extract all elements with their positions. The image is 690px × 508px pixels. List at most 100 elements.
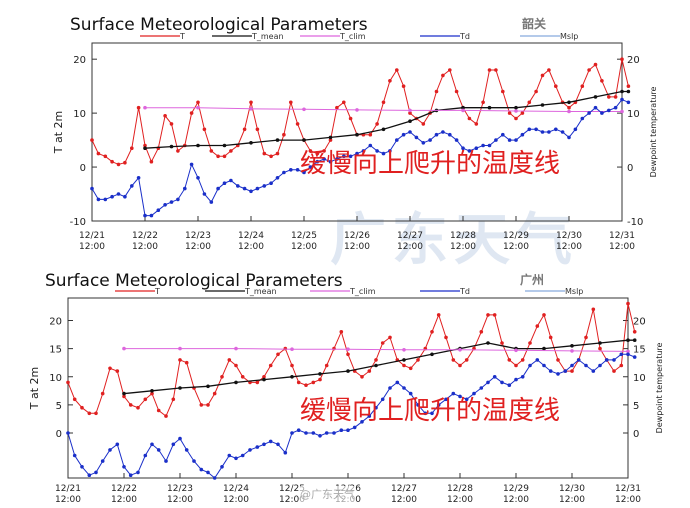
data-point-t (220, 375, 224, 379)
data-point-t (613, 95, 618, 99)
data-point-t (540, 73, 545, 78)
data-point-t (108, 366, 112, 371)
series-line-t-clim (124, 348, 629, 352)
data-point-td (236, 184, 240, 188)
data-point-t (290, 363, 294, 368)
y-tick-label-right: 10 (633, 373, 646, 384)
data-point-td (249, 189, 253, 194)
data-point-td (547, 130, 551, 134)
data-point-t-clim (620, 109, 624, 114)
legend-label-t_clim: T_clim (349, 287, 376, 296)
data-point-t (123, 160, 127, 165)
data-point-t (103, 154, 108, 159)
y-tick-label-right: 5 (633, 401, 639, 412)
x-tick-date: 12/23 (185, 231, 211, 241)
data-point-td (434, 132, 439, 137)
data-point-t-mean (487, 105, 492, 110)
data-point-t (401, 84, 406, 88)
data-point-t (184, 360, 189, 365)
data-point-td (275, 176, 280, 180)
data-point-td (514, 377, 518, 382)
data-point-td (176, 197, 180, 202)
data-point-td (458, 394, 462, 399)
data-point-td (567, 135, 571, 140)
y-tick-label-right: 15 (633, 345, 646, 356)
data-point-td (626, 352, 630, 357)
legend-label-mslp: Mslp (565, 287, 583, 296)
legend-label-t: T (179, 32, 185, 41)
data-point-t-mean (570, 344, 574, 348)
data-point-td (212, 476, 217, 480)
data-point-t (169, 122, 174, 126)
data-point-td (206, 470, 210, 475)
data-point-td (423, 411, 428, 416)
data-point-t-mean (355, 132, 359, 137)
data-point-t-mean (632, 338, 637, 342)
x-tick-date: 12/23 (167, 484, 193, 494)
data-point-td (520, 375, 525, 379)
data-point-td (481, 143, 485, 148)
data-point-t (242, 127, 247, 132)
data-point-td (444, 397, 448, 402)
data-point-t-mean (598, 341, 602, 345)
data-point-t-mean (430, 352, 434, 357)
data-point-td (282, 170, 286, 175)
data-point-td (474, 146, 479, 150)
data-point-td (472, 391, 476, 396)
data-point-t-mean (169, 144, 174, 149)
data-point-t (143, 143, 147, 148)
data-point-t-clim (570, 349, 574, 353)
x-tick-date: 12/28 (447, 484, 473, 494)
plot-frame (67, 297, 629, 479)
data-point-td (268, 439, 273, 444)
legend-label-td: Td (459, 32, 470, 41)
data-point-t (262, 151, 267, 156)
data-point-td (380, 397, 385, 402)
series-line-td (91, 98, 629, 217)
data-point-t (339, 330, 344, 334)
data-point-t (528, 341, 532, 345)
data-point-t-clim (290, 347, 294, 351)
data-point-t (380, 341, 385, 345)
data-point-td (514, 138, 518, 142)
data-point-td (613, 105, 618, 110)
data-point-t (591, 307, 596, 312)
series-line-td (67, 353, 635, 479)
data-point-t (240, 375, 245, 379)
data-point-t-mean (222, 143, 227, 148)
data-point-t-mean (249, 141, 253, 145)
data-point-td (178, 436, 182, 441)
y-tick-label-right: 0 (627, 163, 633, 174)
data-point-td (199, 467, 204, 472)
data-point-t (209, 149, 214, 153)
data-point-t (164, 414, 168, 418)
data-point-t (395, 68, 399, 72)
x-tick-date: 12/24 (238, 231, 264, 241)
data-point-td (591, 369, 596, 373)
data-point-t (448, 68, 452, 72)
data-point-td (428, 138, 432, 142)
data-point-t-mean (514, 105, 518, 110)
data-point-td (430, 411, 434, 416)
data-point-td (248, 448, 252, 452)
data-point-t (580, 84, 585, 88)
data-point-t (388, 79, 392, 83)
data-point-td (576, 358, 581, 362)
x-tick-date: 12/26 (344, 231, 370, 241)
data-point-t (128, 403, 133, 407)
data-point-t (436, 313, 441, 317)
x-tick-date: 12/27 (397, 231, 423, 241)
chart-annotation: 缓慢向上爬升的温度线 (300, 396, 560, 426)
data-point-td (169, 200, 174, 204)
legend-label-t: T (154, 287, 160, 296)
data-point-td (189, 162, 194, 167)
data-point-td (87, 473, 92, 477)
data-point-td (164, 459, 168, 463)
data-point-td (451, 391, 456, 396)
data-point-td (600, 111, 604, 115)
data-point-t-mean (275, 138, 280, 142)
data-point-t (360, 375, 364, 379)
data-point-t (434, 89, 439, 94)
data-point-t-clim (514, 109, 518, 113)
data-point-td (184, 448, 189, 452)
